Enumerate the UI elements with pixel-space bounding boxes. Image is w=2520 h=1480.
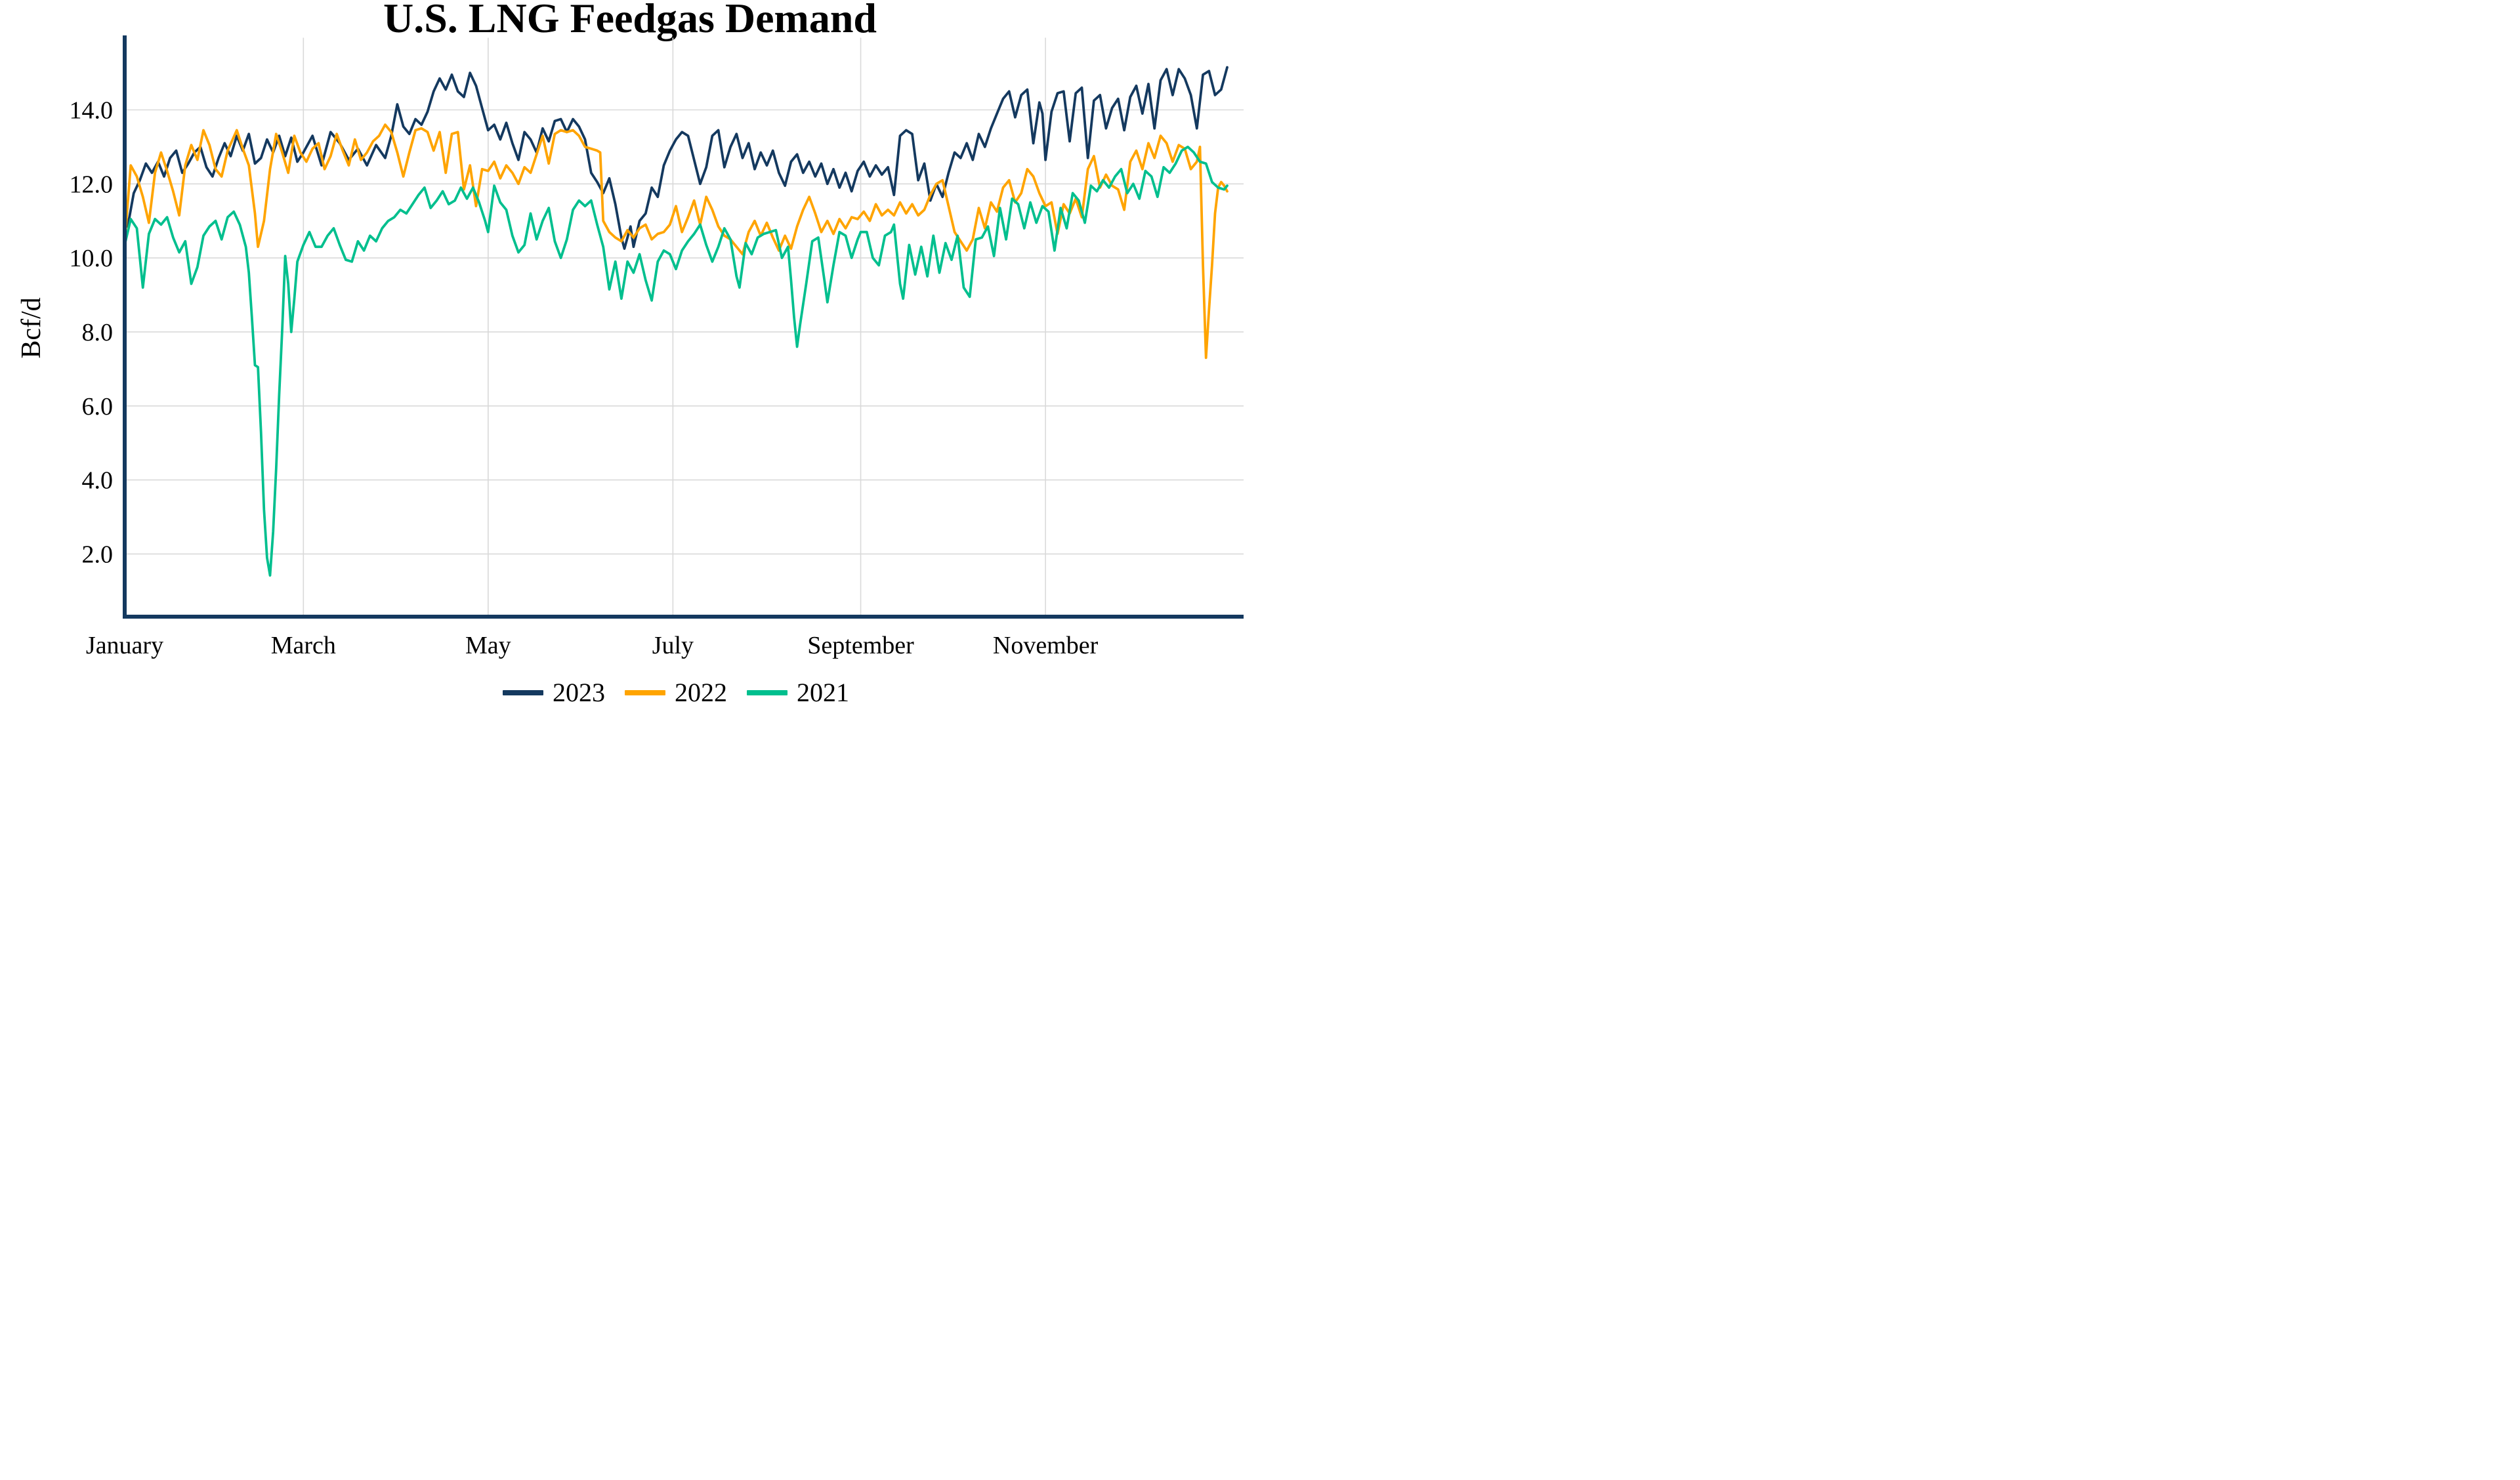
- series-line-2023: [123, 66, 1228, 250]
- series-line-2021: [123, 145, 1228, 577]
- legend-label-2023: 2023: [553, 678, 605, 707]
- y-tick-label-8.0: 8.0: [82, 319, 114, 346]
- legend-item-2021: 2021: [747, 680, 849, 706]
- chart-title: U.S. LNG Feedgas Demand: [383, 0, 877, 41]
- y-tick-label-4.0: 4.0: [82, 467, 114, 495]
- x-tick-label-november: November: [993, 632, 1099, 659]
- line-chart: 2.0 4.0 6.0 8.0 10.0 12.0 14.0 January March May J…: [70, 35, 1244, 659]
- y-tick-label-14.0: 14.0: [70, 97, 114, 125]
- legend-swatch-2022: [625, 690, 665, 695]
- x-tick-label-january: January: [86, 632, 163, 659]
- chart-figure: U.S. LNG Feedgas Demand Bcf/d 2.0 4.0 6.0 8…: [0, 0, 1260, 740]
- y-tick-label-2.0: 2.0: [82, 541, 114, 568]
- legend-label-2022: 2022: [675, 678, 727, 707]
- legend-label-2021: 2021: [797, 678, 849, 707]
- legend-item-2022: 2022: [625, 680, 727, 706]
- y-tick-label-12.0: 12.0: [70, 171, 114, 198]
- y-tick-label-6.0: 6.0: [82, 393, 114, 421]
- legend-swatch-2023: [503, 690, 543, 695]
- legend-item-2023: 2023: [503, 680, 605, 706]
- x-tick-label-may: May: [465, 632, 511, 659]
- series-line-2022: [123, 123, 1228, 360]
- y-tick-label-10.0: 10.0: [70, 245, 114, 272]
- x-tick-label-september: September: [807, 632, 914, 659]
- x-tick-label-march: March: [271, 632, 336, 659]
- x-tick-label-july: July: [652, 632, 694, 659]
- chart-legend: 2023 2022 2021: [125, 680, 1227, 706]
- legend-swatch-2021: [747, 690, 788, 695]
